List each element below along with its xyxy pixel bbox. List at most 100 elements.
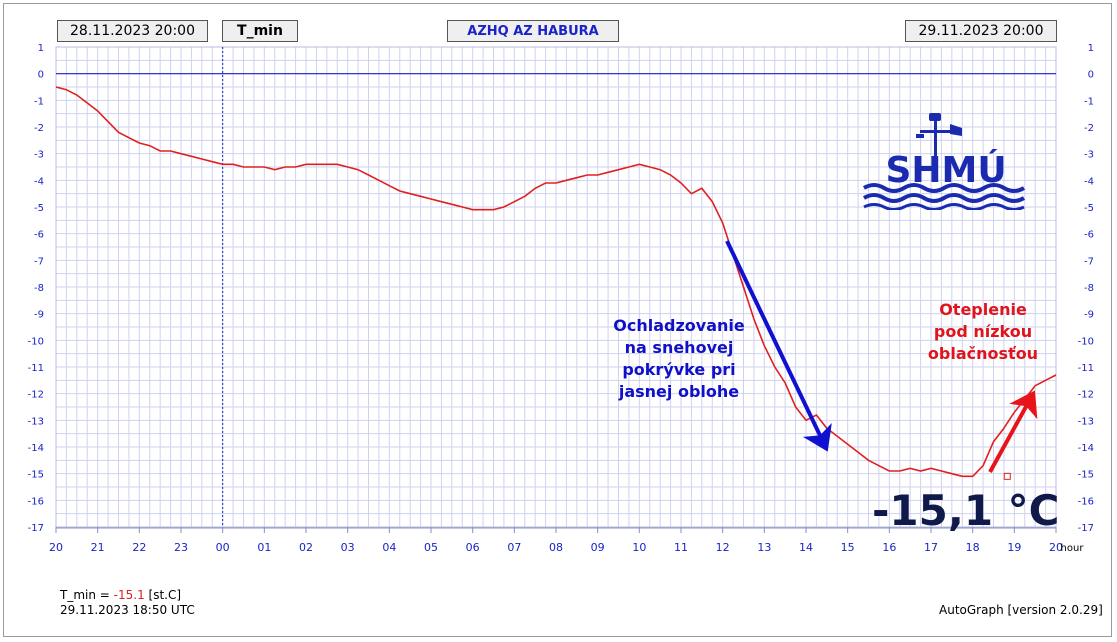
- y-tick-label-left: 1: [38, 43, 44, 54]
- logo-wave-1: [862, 183, 1026, 193]
- logo-text: SHMÚ: [885, 149, 1006, 191]
- shmu-logo: SHMÚ: [862, 113, 1026, 210]
- warming-annotation: Oteplenie pod nízkou oblačnosťou: [925, 299, 1041, 365]
- x-tick-label: 15: [841, 541, 855, 554]
- x-tick-label: 17: [924, 541, 938, 554]
- x-tick-label: 21: [91, 541, 105, 554]
- y-tick-label-right: 1: [1088, 43, 1094, 54]
- y-tick-label-left: -15: [28, 470, 44, 481]
- y-tick-label-right: -16: [1078, 496, 1094, 507]
- y-tick-label-right: -1: [1084, 96, 1094, 107]
- cooling-line-4: jasnej oblohe: [618, 382, 740, 401]
- x-tick-label: 22: [132, 541, 146, 554]
- x-tick-label: 12: [716, 541, 730, 554]
- x-tick-label: 20: [49, 541, 63, 554]
- y-tick-label-left: 0: [38, 70, 44, 81]
- x-tick-label: 16: [882, 541, 896, 554]
- y-tick-label-right: -14: [1078, 443, 1094, 454]
- cooling-annotation: Ochladzovanie na snehovej pokrývke pri j…: [598, 315, 760, 403]
- end-time-label: 29.11.2023 20:00: [918, 23, 1044, 39]
- footer-version: AutoGraph [version 2.0.29]: [939, 603, 1103, 617]
- cooling-line-1: Ochladzovanie: [613, 316, 745, 335]
- last-value-marker: [1003, 472, 1011, 480]
- start-time-box: 28.11.2023 20:00: [57, 20, 208, 42]
- warming-line-3: oblačnosťou: [927, 344, 1039, 363]
- x-tick-label: 10: [632, 541, 646, 554]
- x-tick-label: 06: [466, 541, 480, 554]
- logo-wave-3: [863, 203, 1025, 210]
- x-tick-label: 23: [174, 541, 188, 554]
- y-tick-label-right: -12: [1078, 390, 1094, 401]
- warming-arrow-icon: [988, 390, 1038, 473]
- y-tick-label-right: -17: [1078, 523, 1094, 534]
- x-tick-label: 04: [382, 541, 396, 554]
- y-tick-label-left: -8: [34, 283, 44, 294]
- y-tick-label-right: 0: [1088, 70, 1094, 81]
- vane-cup: [929, 113, 941, 121]
- x-tick-label: 09: [591, 541, 605, 554]
- cooling-line-2: na snehovej: [624, 338, 734, 357]
- y-tick-label-left: -6: [34, 230, 44, 241]
- y-tick-label-right: -9: [1084, 310, 1094, 321]
- station-box: AZHQ AZ HABURA: [447, 20, 619, 42]
- y-tick-label-left: -9: [34, 310, 44, 321]
- variable-box: T_min: [222, 20, 298, 42]
- vane-arm: [920, 130, 952, 133]
- vane-pointer: [916, 134, 924, 138]
- y-tick-label-left: -4: [34, 176, 44, 187]
- y-tick-label-right: -5: [1084, 203, 1094, 214]
- y-tick-label-left: -13: [28, 416, 44, 427]
- graph-frame: [3, 3, 1112, 637]
- x-tick-label: 11: [674, 541, 688, 554]
- cooling-arrow-icon: [725, 240, 832, 452]
- x-tick-label: 14: [799, 541, 813, 554]
- y-tick-label-left: -7: [34, 256, 44, 267]
- y-tick-label-left: -17: [28, 523, 44, 534]
- x-tick-label: 13: [757, 541, 771, 554]
- x-axis-label: hour: [1061, 543, 1085, 554]
- footer-value: T_min = -15.1 [st.C]: [60, 588, 181, 602]
- y-tick-label-right: -4: [1084, 176, 1094, 187]
- start-time-label: 28.11.2023 20:00: [70, 23, 195, 39]
- y-tick-label-left: -14: [28, 443, 44, 454]
- variable-label: T_min: [237, 23, 283, 39]
- x-tick-label: 05: [424, 541, 438, 554]
- footer-value-unit: [st.C]: [144, 588, 182, 602]
- y-tick-label-left: -3: [34, 150, 44, 161]
- cooling-line-3: pokrývke pri: [622, 360, 736, 379]
- vane-mast: [934, 114, 937, 156]
- y-tick-label-right: -7: [1084, 256, 1094, 267]
- y-tick-label-left: -5: [34, 203, 44, 214]
- end-time-box: 29.11.2023 20:00: [905, 20, 1057, 42]
- y-tick-label-right: -3: [1084, 150, 1094, 161]
- footer-value-prefix: T_min =: [60, 588, 114, 602]
- y-tick-label-right: -6: [1084, 230, 1094, 241]
- y-tick-label-right: -10: [1078, 336, 1094, 347]
- x-tick-label: 19: [1007, 541, 1021, 554]
- y-tick-label-left: -11: [28, 363, 44, 374]
- x-tick-label: 20: [1049, 541, 1063, 554]
- warming-line-1: Oteplenie: [939, 300, 1027, 319]
- weather-vane-icon: [916, 113, 962, 156]
- warming-line-2: pod nízkou: [933, 322, 1033, 341]
- logo-waves: [862, 183, 1026, 210]
- logo-wave-2: [862, 193, 1026, 203]
- footer-timestamp: 29.11.2023 18:50 UTC: [60, 603, 195, 617]
- y-tick-label-left: -1: [34, 96, 44, 107]
- x-tick-label: 01: [257, 541, 271, 554]
- y-tick-label-left: -2: [34, 123, 44, 134]
- y-tick-label-left: -10: [28, 336, 44, 347]
- x-tick-label: 00: [216, 541, 230, 554]
- x-tick-label: 02: [299, 541, 313, 554]
- y-tick-label-right: -8: [1084, 283, 1094, 294]
- station-label: AZHQ AZ HABURA: [467, 23, 599, 39]
- x-tick-label: 03: [341, 541, 355, 554]
- big-temperature-label: -15,1 °C: [872, 486, 1060, 535]
- y-tick-label-right: -13: [1078, 416, 1094, 427]
- y-tick-label-right: -15: [1078, 470, 1094, 481]
- x-tick-label: 07: [507, 541, 521, 554]
- y-tick-label-left: -16: [28, 496, 44, 507]
- y-tick-label-right: -2: [1084, 123, 1094, 134]
- y-tick-label-left: -12: [28, 390, 44, 401]
